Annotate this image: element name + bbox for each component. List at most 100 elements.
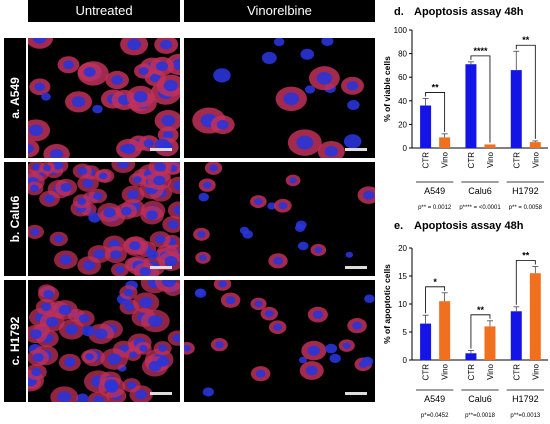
- chart-title: Apoptosis assay 48h: [414, 220, 524, 232]
- y-tick-label: 20: [398, 244, 407, 253]
- cell-nucleus: [57, 391, 72, 402]
- cell-nucleus: [264, 310, 274, 318]
- cell-nucleus: [153, 175, 166, 186]
- cell-nucleus: [71, 96, 86, 108]
- significance-stars: ****: [473, 46, 488, 56]
- cell-nucleus: [305, 365, 318, 376]
- cell-nucleus: [103, 207, 116, 218]
- cell-nucleus: [148, 315, 163, 327]
- cell-nucleus: [352, 321, 363, 330]
- cell-nucleus: [41, 92, 51, 101]
- cell-nucleus: [60, 182, 72, 192]
- bar-label: CTR: [422, 152, 431, 169]
- bar-calu6-ctr: [465, 64, 477, 148]
- cell-nucleus: [158, 344, 168, 352]
- bar-label: CTR: [512, 152, 521, 169]
- cell-nucleus: [325, 343, 338, 354]
- chart-title: Apoptosis assay 48h: [414, 6, 524, 18]
- p-value-label: p**** = <0.0001: [459, 205, 501, 210]
- bar-calu6-ctr: [465, 353, 477, 360]
- charts-column: d. Apoptosis assay 48h 0 20 40 60 80 100% of vi…: [376, 0, 550, 424]
- cell-nucleus: [111, 75, 124, 85]
- scale-bar: [345, 148, 367, 151]
- cell-nucleus: [43, 164, 52, 172]
- cell-nucleus: [172, 334, 180, 343]
- significance-bracket: [425, 286, 446, 314]
- cell-nucleus: [76, 393, 89, 402]
- cell-nucleus: [104, 379, 119, 391]
- cell-nucleus: [133, 91, 148, 103]
- cell-nucleus: [316, 71, 333, 85]
- row-label-calu6-text: b. Calu6: [8, 195, 22, 243]
- column-header-untreated: Untreated: [28, 0, 180, 22]
- cell-nucleus: [83, 67, 96, 77]
- micrograph-calu6-vinorelbine: [184, 162, 375, 276]
- bar-label: CTR: [467, 152, 476, 169]
- panel-letter: e.: [394, 220, 403, 232]
- cell-nucleus: [261, 51, 277, 64]
- cell-nucleus: [93, 395, 104, 402]
- row-label-h1792: c. H1792: [4, 280, 26, 402]
- cell-nucleus: [161, 280, 177, 288]
- cell-nucleus: [321, 38, 334, 46]
- cell-nucleus: [117, 162, 130, 169]
- significance-bracket: [515, 44, 536, 139]
- micrograph-panel: Untreated Vinorelbine a. A549 b. Calu6 c…: [4, 0, 375, 402]
- cell-nucleus: [346, 81, 359, 91]
- cell-nucleus: [138, 67, 149, 75]
- cell-nucleus: [44, 194, 55, 204]
- y-tick-label: 0: [403, 356, 408, 365]
- scale-bar: [150, 392, 172, 395]
- cell-nucleus: [154, 138, 171, 152]
- bar-label: Vino: [441, 151, 450, 167]
- cell-nucleus: [347, 100, 360, 111]
- cell-nucleus: [342, 342, 351, 349]
- bar-label: Vino: [531, 151, 540, 167]
- bar-label: CTR: [467, 364, 476, 381]
- cell-nucleus: [93, 249, 105, 259]
- cell-nucleus: [364, 294, 375, 303]
- p-value-label: p**=0.0018: [465, 413, 496, 419]
- cell-nucleus: [195, 288, 204, 296]
- cell-nucleus: [307, 345, 321, 356]
- cell-nucleus: [218, 280, 227, 288]
- micrograph-h1792-vinorelbine: [184, 280, 375, 402]
- cell-nucleus: [173, 205, 180, 215]
- micrograph-a549-vinorelbine: [184, 38, 375, 158]
- cell-nucleus: [361, 356, 374, 366]
- cell-nucleus: [167, 220, 179, 229]
- bar-a549-vino: [439, 137, 451, 148]
- bar-label: Vino: [531, 363, 540, 379]
- row-label-h1792-text: c. H1792: [8, 316, 22, 366]
- y-tick-label: 40: [398, 97, 407, 106]
- cell-nucleus: [225, 296, 236, 305]
- cell-nucleus: [77, 167, 88, 175]
- cell-nucleus: [312, 310, 323, 319]
- cell-nucleus: [110, 250, 122, 260]
- apoptotic-cells-chart: e. Apoptosis assay 48h 0 5 10 15 20 % of apopto…: [382, 220, 548, 419]
- cell-nucleus: [143, 139, 154, 148]
- bar-label: Vino: [486, 151, 495, 167]
- cell-nucleus: [297, 241, 309, 251]
- p-value-label: p*=0.0452: [421, 413, 449, 419]
- significance-stars: *: [433, 277, 437, 287]
- cell-nucleus: [298, 356, 308, 364]
- cell-nucleus: [31, 367, 42, 377]
- cell-nucleus: [127, 189, 139, 200]
- cell-nucleus: [155, 235, 166, 244]
- group-label: H1792: [512, 186, 539, 196]
- cell-nucleus: [300, 48, 315, 60]
- p-value-label: p** = 0.0058: [509, 205, 543, 210]
- cell-nucleus: [278, 202, 288, 210]
- cell-nucleus: [83, 260, 96, 271]
- bar-a549-vino: [439, 301, 451, 360]
- cell-nucleus: [202, 387, 214, 397]
- cell-nucleus: [93, 192, 103, 200]
- cell-nucleus: [54, 235, 64, 243]
- cell-nucleus: [115, 266, 125, 274]
- viable-cells-chart: d. Apoptosis assay 48h 0 20 40 60 80 100 % of vi…: [382, 6, 548, 210]
- y-axis-label: % of apoptotic cells: [382, 264, 392, 344]
- y-tick-label: 20: [398, 120, 407, 129]
- cell-nucleus: [329, 353, 341, 363]
- cell-nucleus: [184, 345, 191, 352]
